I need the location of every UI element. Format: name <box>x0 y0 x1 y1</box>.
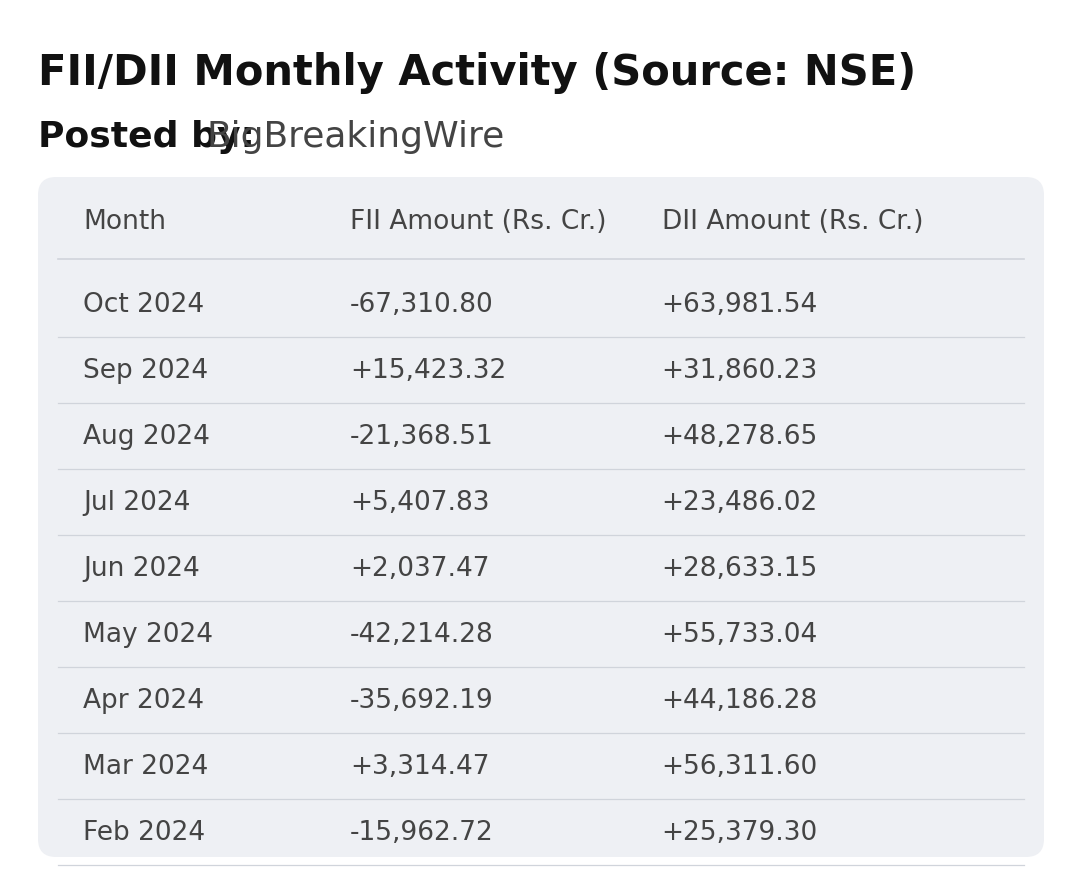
Text: -15,962.72: -15,962.72 <box>349 819 493 845</box>
Text: Mar 2024: Mar 2024 <box>83 753 209 779</box>
Text: Feb 2024: Feb 2024 <box>83 819 206 845</box>
Text: Apr 2024: Apr 2024 <box>83 687 204 713</box>
Text: -67,310.80: -67,310.80 <box>349 292 493 318</box>
Text: Jul 2024: Jul 2024 <box>83 489 190 515</box>
Text: Aug 2024: Aug 2024 <box>83 423 210 449</box>
Text: Posted by:: Posted by: <box>38 120 255 154</box>
Text: Sep 2024: Sep 2024 <box>83 357 209 383</box>
Text: Jun 2024: Jun 2024 <box>83 555 200 581</box>
Text: +3,314.47: +3,314.47 <box>349 753 489 779</box>
Text: BigBreakingWire: BigBreakingWire <box>206 120 504 154</box>
Text: +15,423.32: +15,423.32 <box>349 357 506 383</box>
Text: +28,633.15: +28,633.15 <box>662 555 818 581</box>
Text: +23,486.02: +23,486.02 <box>662 489 818 515</box>
Text: +44,186.28: +44,186.28 <box>662 687 818 713</box>
Text: Month: Month <box>83 209 167 235</box>
Text: +25,379.30: +25,379.30 <box>662 819 818 845</box>
Text: DII Amount (Rs. Cr.): DII Amount (Rs. Cr.) <box>662 209 923 235</box>
Text: FII Amount (Rs. Cr.): FII Amount (Rs. Cr.) <box>349 209 606 235</box>
Text: Oct 2024: Oct 2024 <box>83 292 204 318</box>
Text: +63,981.54: +63,981.54 <box>662 292 818 318</box>
Text: +31,860.23: +31,860.23 <box>662 357 818 383</box>
FancyBboxPatch shape <box>38 178 1044 857</box>
Text: FII/DII Monthly Activity (Source: NSE): FII/DII Monthly Activity (Source: NSE) <box>38 52 916 94</box>
Text: +5,407.83: +5,407.83 <box>349 489 489 515</box>
Text: -42,214.28: -42,214.28 <box>349 621 493 647</box>
Text: -21,368.51: -21,368.51 <box>349 423 493 449</box>
Text: +48,278.65: +48,278.65 <box>662 423 818 449</box>
Text: +56,311.60: +56,311.60 <box>662 753 818 779</box>
Text: +2,037.47: +2,037.47 <box>349 555 489 581</box>
Text: +55,733.04: +55,733.04 <box>662 621 818 647</box>
Text: -35,692.19: -35,692.19 <box>349 687 493 713</box>
Text: May 2024: May 2024 <box>83 621 213 647</box>
